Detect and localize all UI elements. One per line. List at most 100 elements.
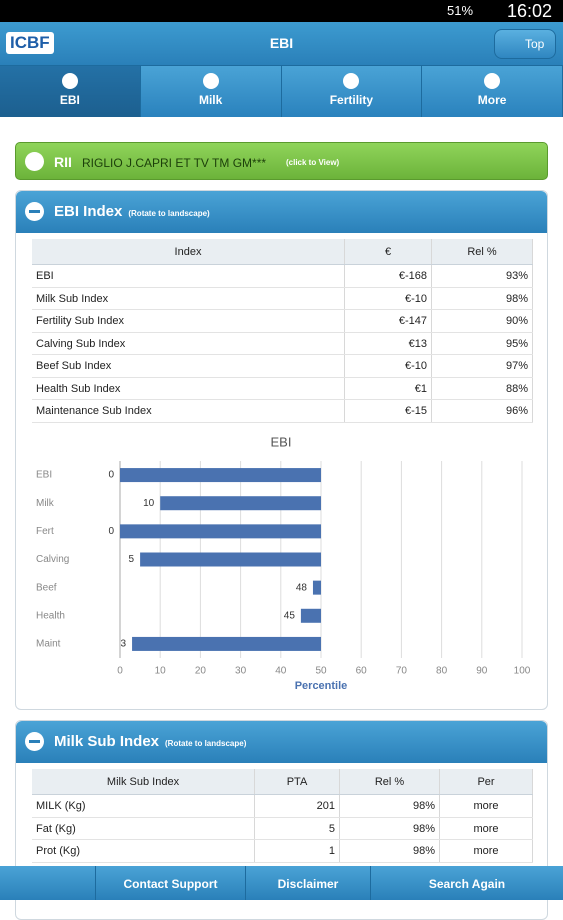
battery: 51% [447, 3, 474, 18]
tab-bar: EBI Milk Fertility More [0, 65, 563, 117]
panel-header[interactable]: Milk Sub Index (Rotate to landscape) [16, 721, 547, 763]
table-cell: more [440, 817, 533, 839]
table-cell: Milk Sub Index [32, 287, 345, 309]
table-cell: MILK (Kg) [32, 795, 255, 817]
animal-prefix: RII [54, 154, 72, 170]
tab[interactable]: Milk [141, 66, 282, 117]
x-tick-label: 40 [275, 666, 287, 677]
header-cell: Milk Sub Index [32, 769, 255, 794]
value-label: 48 [296, 582, 308, 593]
table-cell: €1 [345, 377, 432, 399]
app-header: ICBF EBI Top [0, 22, 563, 65]
header-cell: Index [32, 239, 345, 264]
table-cell: 201 [255, 795, 340, 817]
table-cell: 98% [340, 817, 440, 839]
table-row: Beef Sub Index €-10 97% [32, 355, 533, 378]
value-label: 0 [108, 526, 114, 537]
table-cell: Health Sub Index [32, 377, 345, 399]
table-row: Prot (Kg) 1 98% more [32, 840, 533, 863]
y-tick-label: Maint [36, 639, 61, 650]
header-cell: Rel % [340, 769, 440, 794]
bar [312, 580, 321, 595]
x-tick-label: 30 [235, 666, 247, 677]
table-row: EBI €-168 93% [32, 265, 533, 288]
table-cell: €-10 [345, 355, 432, 377]
table-row: Fertility Sub Index €-147 90% [32, 310, 533, 333]
table-header: Index € Rel % [32, 239, 533, 265]
footer-button[interactable]: Disclaimer [245, 866, 370, 900]
x-tick-label: 60 [356, 666, 368, 677]
value-label: 5 [129, 554, 135, 565]
plus-icon [25, 152, 44, 171]
table-row: Calving Sub Index €13 95% [32, 332, 533, 355]
value-label: 10 [143, 498, 155, 509]
tab[interactable]: More [422, 66, 563, 117]
ebi-table: Index € Rel % EBI €-168 93% Milk Sub Index €-10… [32, 239, 533, 423]
bar [160, 496, 321, 511]
value-label: 0 [108, 470, 114, 481]
table-row: Fat (Kg) 5 98% more [32, 817, 533, 840]
animal-bar[interactable]: RII RIGLIO J.CAPRI ET TV TM GM*** (click… [15, 142, 548, 180]
tab-icon [484, 73, 501, 89]
animal-hint: (click to View) [286, 158, 340, 167]
chart-title: EBI [271, 434, 292, 449]
header-cell: PTA [255, 769, 340, 794]
table-cell: 97% [432, 355, 533, 377]
table-row: Health Sub Index €1 88% [32, 377, 533, 400]
x-tick-label: 20 [195, 666, 207, 677]
y-tick-label: Fert [36, 526, 54, 537]
table-cell: Prot (Kg) [32, 840, 255, 862]
bar [300, 608, 321, 623]
y-tick-label: Beef [36, 582, 57, 593]
table-cell: EBI [32, 265, 345, 287]
table-cell: 5 [255, 817, 340, 839]
panel-header[interactable]: EBI Index (Rotate to landscape) [16, 191, 547, 233]
table-cell: 96% [432, 400, 533, 422]
tab[interactable]: Fertility [282, 66, 423, 117]
y-tick-label: Milk [36, 498, 55, 509]
x-tick-label: 90 [476, 666, 488, 677]
footer-button[interactable]: Search Again [370, 866, 563, 900]
header-cell: Per [440, 769, 533, 794]
table-cell: 88% [432, 377, 533, 399]
tab-icon [202, 73, 219, 89]
table-cell: 1 [255, 840, 340, 862]
x-tick-label: 100 [514, 666, 531, 677]
header-cell: Rel % [432, 239, 533, 264]
table-cell: €13 [345, 332, 432, 354]
footer-bar: Contact Support Disclaimer Search Again [0, 866, 563, 900]
ebi-panel: EBI Index (Rotate to landscape) Index € Rel… [15, 190, 548, 710]
panel-title: Milk Sub Index [54, 733, 160, 750]
table-cell: more [440, 795, 533, 817]
status-bar: 51% 16:02 [0, 0, 563, 22]
milk-table: Milk Sub Index PTA Rel % Per MILK (Kg) 201 98%… [32, 769, 533, 863]
clock: 16:02 [507, 1, 553, 21]
ebi-chart: EBI Percentile 0 10 20 30 40 50 60 70 80 90 100EBI… [36, 434, 531, 691]
x-tick-label: 0 [117, 666, 123, 677]
x-tick-label: 70 [396, 666, 408, 677]
header-cell: € [345, 239, 432, 264]
logo[interactable]: ICBF [6, 32, 54, 54]
table-cell: Fertility Sub Index [32, 310, 345, 332]
table-cell: Beef Sub Index [32, 355, 345, 377]
value-label: 3 [120, 639, 126, 650]
panel-hint: (Rotate to landscape) [165, 739, 247, 748]
footer-button[interactable]: Contact Support [95, 866, 245, 900]
bar [140, 552, 321, 567]
table-cell: 93% [432, 265, 533, 287]
top-button[interactable]: Top [494, 29, 556, 59]
panel-hint: (Rotate to landscape) [128, 209, 210, 218]
panel-title: EBI Index [54, 203, 123, 220]
x-tick-label: 10 [155, 666, 167, 677]
bar [120, 468, 321, 483]
table-cell: Calving Sub Index [32, 332, 345, 354]
y-tick-label: Health [36, 610, 65, 621]
table-cell: €-168 [345, 265, 432, 287]
value-label: 45 [284, 610, 296, 621]
table-cell: Maintenance Sub Index [32, 400, 345, 422]
tab[interactable]: EBI [0, 66, 141, 117]
table-row: MILK (Kg) 201 98% more [32, 795, 533, 818]
table-cell: €-15 [345, 400, 432, 422]
tab-icon [343, 73, 360, 89]
y-tick-label: EBI [36, 470, 52, 481]
